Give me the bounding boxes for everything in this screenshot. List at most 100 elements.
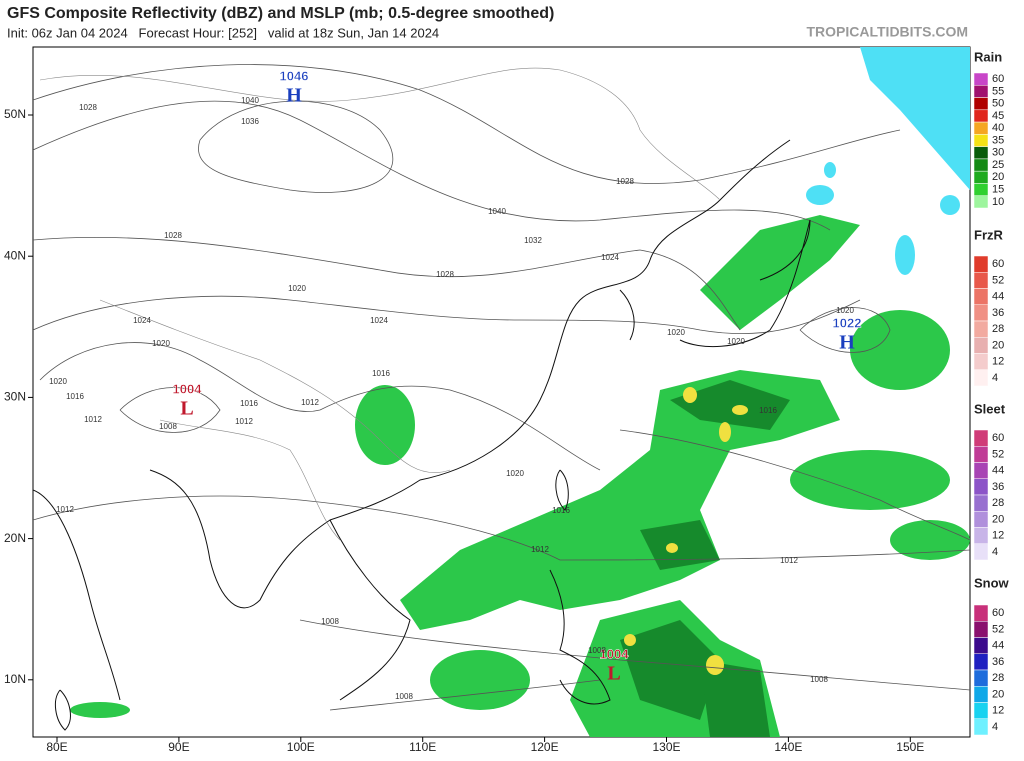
legend-swatch — [973, 183, 989, 196]
title: GFS Composite Reflectivity (dBZ) and MSL… — [7, 5, 554, 22]
legend-title: FrzR — [974, 227, 1004, 242]
legend-swatch — [973, 158, 989, 172]
isobar-label: 1028 — [436, 270, 454, 279]
legend-swatch — [973, 462, 989, 479]
legend-level: 28 — [992, 323, 1004, 335]
center-pressure: 1022 — [833, 315, 862, 330]
isobar-label: 1024 — [133, 316, 151, 325]
legend-level: 25 — [992, 159, 1004, 171]
legend-swatch — [973, 146, 989, 160]
legend-swatch — [973, 446, 989, 463]
isobar-label: 1012 — [235, 417, 253, 426]
pressure-centers: 1046 H 1004 L 1022 H 1004 L — [172, 68, 862, 685]
legend-level: 36 — [992, 656, 1004, 668]
legend-swatch — [973, 494, 989, 512]
center-symbol: L — [607, 663, 620, 685]
isobar-label: 1008 — [159, 422, 177, 431]
legend-level: 12 — [992, 356, 1004, 368]
legend-level: 10 — [992, 196, 1004, 208]
legend-level: 12 — [992, 530, 1004, 542]
subtitle: Init: 06z Jan 04 2024 Forecast Hour: [25… — [7, 25, 439, 40]
lon-label: 130E — [652, 740, 680, 754]
isobar-label: 1032 — [524, 236, 542, 245]
legend-swatch — [973, 320, 989, 338]
lon-label: 120E — [531, 740, 559, 754]
legend-swatch — [973, 170, 989, 184]
legend-swatch — [973, 511, 989, 528]
legend-level: 44 — [992, 640, 1004, 652]
legend-level: 50 — [992, 98, 1004, 110]
legend-level: 36 — [992, 481, 1004, 493]
center-symbol: L — [180, 398, 193, 420]
snow-areas — [806, 47, 970, 275]
legend-level: 4 — [992, 372, 998, 384]
map: 50N 40N 30N 20N 10N 80E 90E 100E 110E 120E 130E 140… — [4, 46, 971, 754]
legend-swatch — [973, 369, 989, 387]
isobar-label: 1028 — [616, 177, 634, 186]
isobar-label: 1008 — [395, 692, 413, 701]
legend-level: 52 — [992, 623, 1004, 635]
isobar-label: 1020 — [506, 469, 524, 478]
isobar-label: 1020 — [49, 377, 67, 386]
coastlines — [33, 139, 811, 731]
lon-label: 80E — [46, 740, 67, 754]
isobar-label: 1016 — [372, 369, 390, 378]
lon-label: 140E — [774, 740, 802, 754]
legend-level: 36 — [992, 307, 1004, 319]
legend-swatch — [973, 85, 989, 98]
legend-level: 60 — [992, 258, 1004, 270]
center-symbol: H — [286, 85, 302, 107]
legend-swatch — [973, 637, 989, 654]
lat-label: 40N — [4, 248, 26, 262]
legend-level: 28 — [992, 497, 1004, 509]
legend-level: 40 — [992, 122, 1004, 134]
legend-level: 12 — [992, 705, 1004, 717]
isobar-labels: 1028 1040 1036 1028 1040 1028 1032 1024 1028 1020… — [49, 96, 854, 701]
legend-swatch — [973, 72, 989, 86]
isobar-label: 1008 — [588, 646, 606, 655]
legend-title: Sleet — [974, 401, 1006, 416]
isobar-label: 1040 — [488, 207, 506, 216]
legend-level: 44 — [992, 291, 1004, 303]
legend-swatch — [973, 686, 989, 703]
legend-level: 28 — [992, 672, 1004, 684]
isobar-label: 1012 — [56, 505, 74, 514]
isobar-label: 1016 — [240, 399, 258, 408]
isobar-label: 1008 — [321, 617, 339, 626]
center-pressure: 1004 — [173, 381, 203, 396]
isobar-label: 1012 — [531, 545, 549, 554]
legend-level: 20 — [992, 688, 1004, 700]
legend-level: 45 — [992, 110, 1004, 122]
center-symbol: H — [839, 332, 855, 354]
legend-level: 15 — [992, 183, 1004, 195]
borders — [39, 67, 721, 541]
legend-swatch — [973, 97, 989, 111]
legend-level: 52 — [992, 274, 1004, 286]
legend-swatch — [973, 304, 989, 322]
legend-swatch — [973, 718, 989, 736]
isobar-label: 1036 — [241, 117, 259, 126]
isobar-label: 1024 — [601, 253, 619, 262]
legend-swatch — [973, 255, 989, 273]
legend-level: 60 — [992, 432, 1004, 444]
center-pressure: 1046 — [280, 68, 309, 83]
isobar-label: 1012 — [301, 398, 319, 407]
legend-swatch — [973, 604, 989, 622]
isobar-label: 1016 — [552, 506, 570, 515]
legend-swatch — [973, 653, 989, 671]
legend-swatch — [973, 109, 989, 123]
site-credit: TROPICALTIDBITS.COM — [806, 24, 968, 40]
legend-swatch — [973, 543, 989, 561]
isobar-label: 1008 — [810, 675, 828, 684]
legend-swatch — [973, 478, 989, 496]
legend-level: 30 — [992, 147, 1004, 159]
legend-title: Rain — [974, 49, 1002, 64]
lon-label: 100E — [287, 740, 315, 754]
legend-swatch — [973, 337, 989, 354]
isobar-label: 1020 — [288, 284, 306, 293]
isobar-label: 1012 — [84, 415, 102, 424]
legend-swatch — [973, 288, 989, 305]
legend-level: 52 — [992, 448, 1004, 460]
legend-level: 20 — [992, 513, 1004, 525]
legend-level: 20 — [992, 171, 1004, 183]
